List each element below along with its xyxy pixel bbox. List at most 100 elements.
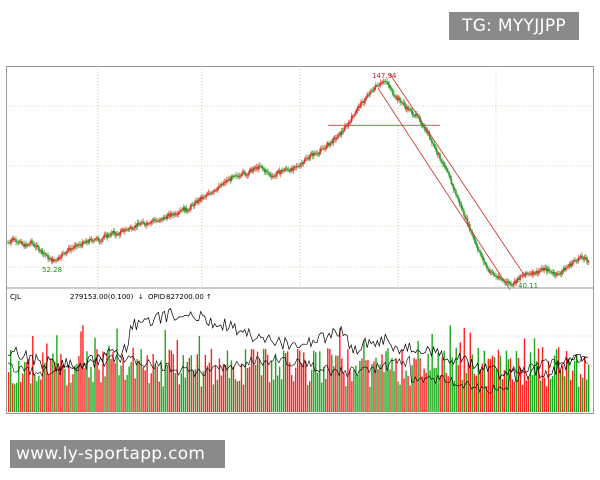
price-candle (445, 168, 448, 171)
price-candle (395, 96, 398, 98)
price-candle (34, 246, 37, 248)
volume-bar (136, 358, 138, 412)
volume-bar (32, 336, 34, 412)
price-candle (403, 102, 406, 106)
price-candle (575, 260, 578, 262)
volume-bar (541, 347, 544, 412)
volume-bar (206, 365, 209, 412)
price-candle (552, 271, 555, 274)
volume-bar (311, 369, 313, 412)
price-candle (331, 141, 334, 144)
price-candle (67, 247, 70, 251)
volume-bar (22, 373, 24, 412)
volume-bar (254, 365, 257, 412)
price-candle (282, 169, 284, 172)
price-candle (424, 126, 426, 131)
price-candle (425, 129, 427, 131)
volume-bar (28, 358, 30, 412)
price-candle (120, 230, 123, 232)
price-candle (88, 239, 91, 243)
volume-bar (44, 362, 46, 412)
price-candle (382, 81, 385, 83)
price-candle (392, 90, 394, 95)
price-candle (450, 178, 453, 184)
price-candle (440, 159, 442, 162)
price-candle (132, 228, 134, 230)
price-candle (376, 85, 378, 86)
price-candle (478, 249, 480, 251)
volume-bar (296, 349, 299, 412)
price-candle (252, 169, 254, 172)
volume-indicator-name: CJL (10, 293, 21, 301)
price-candle (451, 183, 454, 186)
volume-bar (325, 378, 327, 412)
price-candle (136, 222, 139, 227)
volume-bar (557, 347, 560, 412)
price-candle (303, 159, 306, 163)
volume-bar (144, 370, 146, 412)
volume-bar (309, 381, 311, 412)
price-candle (546, 268, 549, 272)
price-candle (401, 102, 403, 104)
price-candle (269, 174, 272, 176)
price-candle (390, 88, 393, 91)
volume-bar (226, 350, 229, 412)
price-candle (325, 144, 328, 149)
price-candle (55, 260, 57, 261)
price-candle (356, 107, 359, 111)
price-candle (8, 242, 10, 244)
price-candle (506, 281, 509, 283)
volume-bar (565, 350, 568, 412)
price-candle (389, 87, 392, 89)
price-candle (145, 222, 148, 226)
price-candle (361, 101, 363, 103)
price-candle (110, 232, 112, 236)
volume-indicator-value: 279153.00(0.100) (70, 293, 134, 301)
price-candle (467, 223, 470, 225)
price-candle (518, 277, 520, 280)
price-candle (222, 183, 225, 185)
volume-bar (323, 366, 325, 412)
price-candle (388, 84, 391, 88)
volume-bar (427, 353, 429, 412)
price-candle (563, 267, 566, 271)
price-candle (80, 244, 83, 247)
volume-bar (415, 359, 417, 412)
price-candle (219, 186, 221, 187)
price-candle (149, 223, 151, 225)
volume-bar (303, 352, 305, 412)
volume-bar (90, 366, 92, 412)
price-candle (161, 218, 164, 220)
price-candle (122, 229, 125, 232)
price-candle (362, 101, 364, 104)
volume-bar (94, 337, 96, 412)
price-candle (581, 255, 583, 259)
price-candle (543, 268, 545, 271)
price-candle (119, 231, 122, 236)
price-candle (12, 237, 15, 241)
price-candle (586, 260, 589, 262)
volume-bar (246, 368, 249, 412)
volume-bar (347, 349, 349, 412)
price-candle (117, 233, 119, 235)
price-candle (127, 229, 130, 231)
price-candle (33, 244, 36, 247)
price-candle (291, 168, 293, 171)
volume-bar (307, 385, 309, 412)
volume-bar (333, 366, 335, 412)
volume-bar (220, 375, 223, 412)
price-candle (251, 168, 253, 172)
price-candle (357, 105, 360, 108)
volume-bar (18, 360, 20, 412)
price-candle (168, 213, 171, 217)
price-candle (302, 162, 305, 165)
volume-bar (64, 368, 66, 412)
price-candle (458, 199, 461, 204)
price-candle (474, 240, 477, 243)
volume-bar (134, 378, 136, 412)
price-candle (275, 174, 277, 177)
price-candle (526, 272, 528, 274)
price-candle (77, 245, 79, 247)
price-candle (15, 239, 17, 242)
price-candle (258, 165, 260, 170)
